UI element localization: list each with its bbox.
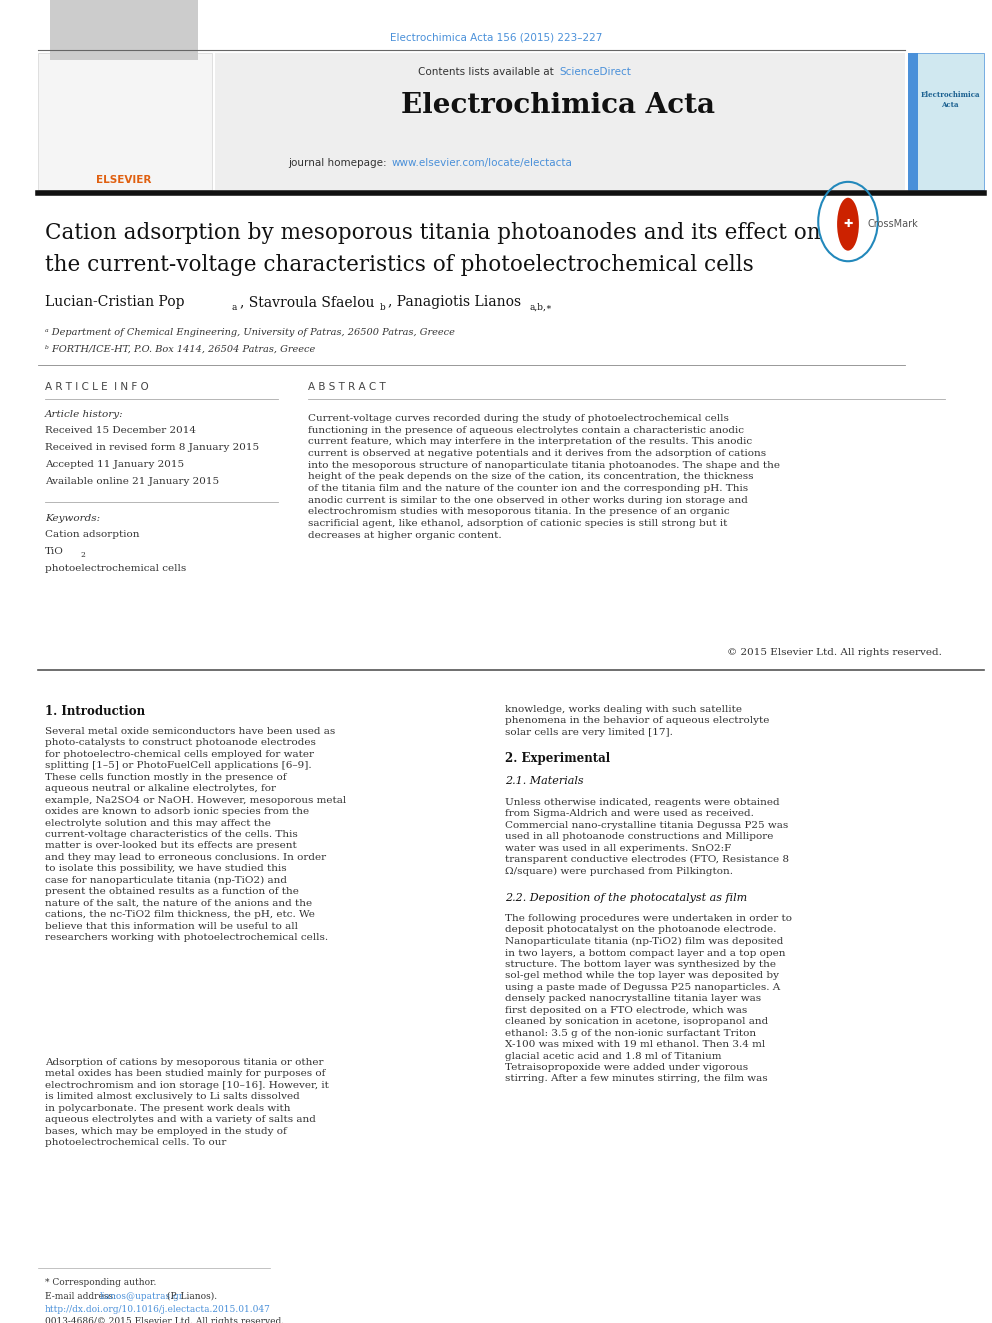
Text: * Corresponding author.: * Corresponding author. [45, 1278, 157, 1287]
Text: b: b [380, 303, 386, 312]
Text: http://dx.doi.org/10.1016/j.electacta.2015.01.047: http://dx.doi.org/10.1016/j.electacta.20… [45, 1304, 271, 1314]
Bar [908, 53, 984, 191]
Text: 1. Introduction: 1. Introduction [45, 705, 145, 718]
Text: 2.1. Materials: 2.1. Materials [505, 777, 583, 786]
Text: 2: 2 [80, 550, 85, 560]
Text: 0013-4686/© 2015 Elsevier Ltd. All rights reserved.: 0013-4686/© 2015 Elsevier Ltd. All right… [45, 1316, 284, 1323]
Text: Received 15 December 2014: Received 15 December 2014 [45, 426, 196, 435]
Text: Keywords:: Keywords: [45, 515, 100, 523]
Bar [50, 0, 198, 60]
Text: (P. Lianos).: (P. Lianos). [164, 1293, 217, 1301]
Text: a: a [232, 303, 237, 312]
Text: Available online 21 January 2015: Available online 21 January 2015 [45, 478, 219, 486]
Text: www.elsevier.com/locate/electacta: www.elsevier.com/locate/electacta [392, 157, 572, 168]
Text: Cation adsorption by mesoporous titania photoanodes and its effect on: Cation adsorption by mesoporous titania … [45, 222, 820, 243]
Text: Adsorption of cations by mesoporous titania or other
metal oxides has been studi: Adsorption of cations by mesoporous tita… [45, 1058, 329, 1147]
Text: , Panagiotis Lianos: , Panagiotis Lianos [388, 295, 521, 310]
Bar [215, 53, 905, 191]
Text: E-mail address:: E-mail address: [45, 1293, 119, 1301]
Text: ELSEVIER: ELSEVIER [96, 175, 152, 185]
Text: Several metal oxide semiconductors have been used as
photo-catalysts to construc: Several metal oxide semiconductors have … [45, 728, 346, 942]
Text: Unless otherwise indicated, reagents were obtained
from Sigma-Aldrich and were u: Unless otherwise indicated, reagents wer… [505, 798, 789, 876]
Text: Electrochimica
Acta: Electrochimica Acta [921, 91, 980, 108]
Text: Lucian-Cristian Pop: Lucian-Cristian Pop [45, 295, 185, 310]
Text: ScienceDirect: ScienceDirect [559, 67, 631, 77]
Text: Accepted 11 January 2015: Accepted 11 January 2015 [45, 460, 185, 468]
Text: Electrochimica Acta 156 (2015) 223–227: Electrochimica Acta 156 (2015) 223–227 [390, 33, 602, 44]
Text: Electrochimica Acta: Electrochimica Acta [401, 93, 715, 119]
Text: photoelectrochemical cells: photoelectrochemical cells [45, 564, 186, 573]
Text: Current-voltage curves recorded during the study of photoelectrochemical cells
f: Current-voltage curves recorded during t… [308, 414, 780, 540]
Text: A B S T R A C T: A B S T R A C T [308, 382, 386, 392]
Text: ᵇ FORTH/ICE-HT, P.O. Box 1414, 26504 Patras, Greece: ᵇ FORTH/ICE-HT, P.O. Box 1414, 26504 Pat… [45, 345, 315, 355]
Text: journal homepage:: journal homepage: [288, 157, 390, 168]
Text: Article history:: Article history: [45, 410, 124, 419]
Text: lianos@upatras.gr: lianos@upatras.gr [100, 1293, 185, 1301]
Text: A R T I C L E  I N F O: A R T I C L E I N F O [45, 382, 149, 392]
Text: the current-voltage characteristics of photoelectrochemical cells: the current-voltage characteristics of p… [45, 254, 754, 277]
Text: knowledge, works dealing with such satellite
phenomena in the behavior of aqueou: knowledge, works dealing with such satel… [505, 705, 770, 737]
Text: TiO: TiO [45, 546, 63, 556]
Bar [38, 53, 212, 191]
Text: 2. Experimental: 2. Experimental [505, 751, 610, 765]
Text: Contents lists available at: Contents lists available at [418, 67, 557, 77]
Text: ✚: ✚ [843, 220, 853, 229]
Ellipse shape [837, 197, 859, 250]
Text: Cation adsorption: Cation adsorption [45, 531, 140, 538]
Text: Received in revised form 8 January 2015: Received in revised form 8 January 2015 [45, 443, 259, 452]
Text: The following procedures were undertaken in order to
deposit photocatalyst on th: The following procedures were undertaken… [505, 914, 792, 1084]
Text: CrossMark: CrossMark [868, 220, 919, 229]
Text: a,b,∗: a,b,∗ [529, 303, 552, 312]
Text: , Stavroula Sfaelou: , Stavroula Sfaelou [240, 295, 375, 310]
Text: © 2015 Elsevier Ltd. All rights reserved.: © 2015 Elsevier Ltd. All rights reserved… [727, 648, 942, 658]
Bar [908, 53, 918, 191]
Text: ᵃ Department of Chemical Engineering, University of Patras, 26500 Patras, Greece: ᵃ Department of Chemical Engineering, Un… [45, 328, 455, 337]
Text: 2.2. Deposition of the photocatalyst as film: 2.2. Deposition of the photocatalyst as … [505, 893, 747, 904]
